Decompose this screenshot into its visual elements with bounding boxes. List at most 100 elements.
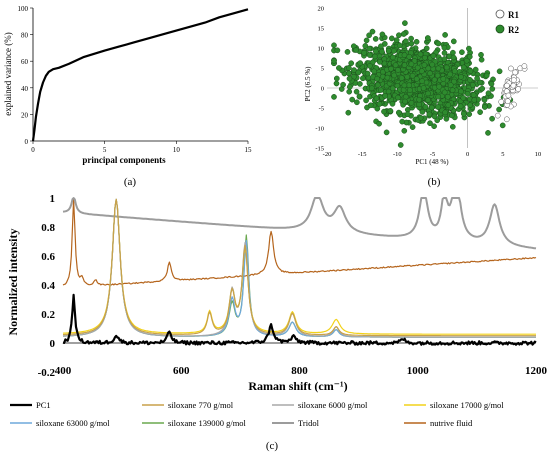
panel-b-point-R1 <box>512 69 519 76</box>
panel-b-point-R2 <box>372 36 379 42</box>
panel-b-point-R2 <box>467 102 473 108</box>
panel-c-series-line <box>62 198 536 338</box>
panel-b-point-R2 <box>431 113 438 120</box>
panel-b-point-R2 <box>430 53 437 59</box>
panel-b-point-R2 <box>460 95 467 101</box>
panel-b-point-R1 <box>515 86 522 92</box>
panel-c-xlabel: Raman shift (cm⁻¹) <box>248 379 347 393</box>
panel-b-point-R2 <box>422 104 429 110</box>
panel-b-point-R2 <box>353 47 359 53</box>
panel-b-point-R2 <box>401 62 408 68</box>
panel-b-point-R2 <box>427 70 433 77</box>
panel-b-point-R2 <box>449 123 456 130</box>
panel-c-series-line <box>62 293 537 346</box>
panel-b-point-R2 <box>435 65 442 72</box>
panel-c-y-tick-label: 0 <box>50 338 56 350</box>
panel-b-point-R2 <box>425 97 431 103</box>
panel-b-point-R2 <box>387 108 394 114</box>
panel-b-point-R2 <box>434 72 441 79</box>
panel-b-point-R2 <box>392 62 399 69</box>
panel-b-y-tick-label: 0 <box>321 86 324 93</box>
panel-b-y-tick-label: -5 <box>319 106 324 113</box>
panel-b-point-R2 <box>476 79 483 86</box>
panel-b-point-R2 <box>481 104 488 110</box>
panel-a-series-line <box>31 8 249 142</box>
panel-b-point-R1 <box>498 98 505 105</box>
panel-b-point-R2 <box>450 38 457 45</box>
panel-c-series-line <box>62 198 537 286</box>
panel-a-xlabel: principal components <box>82 155 166 165</box>
panel-b-point-R2 <box>414 64 421 71</box>
panel-b-point-R2 <box>391 48 397 54</box>
panel-b-point-R2 <box>333 80 340 87</box>
panel-b-point-R2 <box>374 82 381 88</box>
panel-a-x-tick-label: 5 <box>103 146 107 154</box>
panel-b-point-R2 <box>485 130 491 136</box>
panel-b-point-R2 <box>374 75 380 82</box>
panel-b-xlabel: PC1 (48 %) <box>415 158 449 166</box>
panel-b-point-R2 <box>354 99 360 106</box>
panel-b-point-R2 <box>373 95 380 102</box>
panel-b-point-R2 <box>417 115 424 121</box>
panel-b-point-R2 <box>393 37 400 43</box>
panel-b-y-tick-label: 10 <box>318 46 325 53</box>
panel-b-point-R2 <box>467 68 474 74</box>
panel-b-point-R2 <box>451 78 457 85</box>
panel-b-x-tick-label: 10 <box>535 151 542 158</box>
panel-b-legend-label: R1 <box>508 10 519 20</box>
panel-b-point-R2 <box>435 40 442 47</box>
panel-b-point-R2 <box>496 106 502 113</box>
panel-b-point-R2 <box>449 87 456 94</box>
panel-b-x-tick-label: -20 <box>323 151 332 158</box>
panel-b-point-R2 <box>471 97 478 103</box>
panel-b-point-R2 <box>427 120 433 127</box>
panel-b-point-R2 <box>372 48 379 55</box>
panel-b-point-R2 <box>436 83 443 90</box>
panel-b-point-R2 <box>395 109 402 116</box>
panel-b-point-R2 <box>399 118 406 125</box>
panel-b-point-R2 <box>366 52 373 58</box>
panel-c-ylabel: Normalized intensity <box>6 229 20 336</box>
panel-b-point-R1 <box>503 116 510 123</box>
panel-b-point-R2 <box>444 93 451 100</box>
panel-c-axes: -0.2 0 0.2 0.4 0.6 0.8 1 400 600 800 1000 1200 <box>38 193 548 379</box>
panel-c-series-line <box>63 198 536 337</box>
panel-c-legend-label: PC1 <box>36 400 51 410</box>
panel-b-point-R2 <box>333 75 340 82</box>
panel-b-point-R2 <box>345 109 352 116</box>
panel-b-point-R2 <box>447 82 454 88</box>
panel-a-y-tick-label: 40 <box>21 85 29 93</box>
panel-b-point-R1 <box>504 98 511 105</box>
panel-b-point-R2 <box>363 37 370 44</box>
panel-b-point-R1 <box>504 82 510 89</box>
panel-b-point-R2 <box>478 56 485 63</box>
panel-c-x-tick-label: 600 <box>173 365 190 377</box>
panel-b-point-R2 <box>413 38 420 45</box>
panel-b-point-R2 <box>348 60 355 67</box>
panel-b-point-R2 <box>408 35 414 42</box>
panel-a-y-tick-label: 20 <box>21 111 29 119</box>
panel-b-point-R2 <box>422 54 428 61</box>
panel-b-point-R2 <box>466 53 473 60</box>
panel-b-point-R2 <box>353 88 360 95</box>
panel-b-point-R2 <box>331 42 337 49</box>
panel-b-point-R1 <box>508 65 514 72</box>
panel-b-point-R2 <box>397 142 404 148</box>
panel-b-point-R2 <box>401 127 408 134</box>
panel-b-point-R1 <box>510 77 517 83</box>
panel-c-legend-label: siloxane 139000 g/mol <box>168 418 247 428</box>
panel-b-point-R1 <box>521 63 528 69</box>
panel-b-point-R2 <box>467 77 473 83</box>
panel-b-legend-marker <box>495 24 505 34</box>
panel-b-point-R2 <box>360 75 366 82</box>
panel-c-y-tick-label: -0.2 <box>38 367 56 379</box>
panel-b-point-R2 <box>357 60 364 66</box>
panel-b-point-R2 <box>464 90 471 97</box>
panel-b-point-R2 <box>391 72 398 79</box>
panel-b-point-R2 <box>417 51 424 58</box>
panel-b-point-R2 <box>381 108 387 115</box>
panel-b-point-R2 <box>485 90 492 97</box>
panel-c-legend-label: siloxane 770 g/mol <box>168 400 234 410</box>
